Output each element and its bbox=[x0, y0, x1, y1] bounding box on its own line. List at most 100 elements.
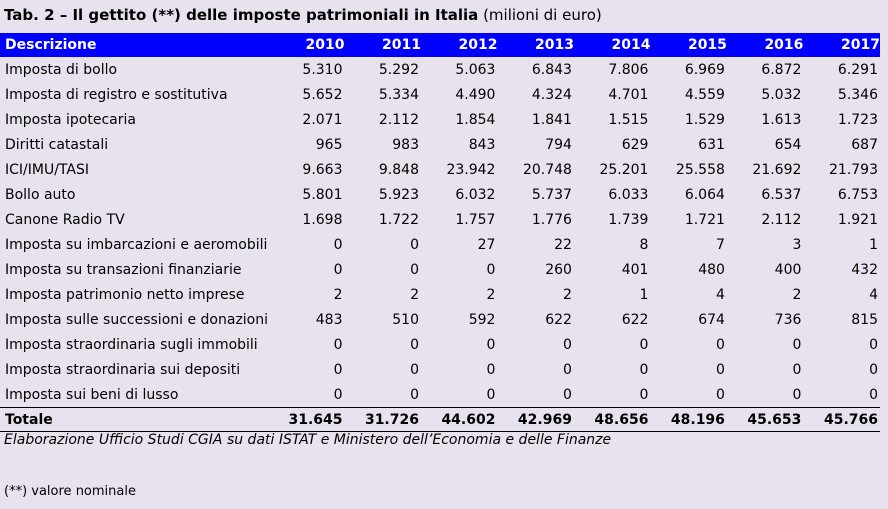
row-value: 687 bbox=[851, 136, 878, 153]
row-value: 7 bbox=[716, 236, 725, 253]
row-value: 0 bbox=[792, 386, 802, 403]
row-label: Imposta sulle successioni e donazioni bbox=[5, 311, 269, 328]
row-label: Imposta su imbarcazioni e aeromobili bbox=[5, 236, 268, 253]
row-value: 736 bbox=[774, 311, 802, 328]
row-value: 0 bbox=[333, 236, 343, 253]
row-value: 629 bbox=[621, 136, 649, 153]
row-value: 815 bbox=[851, 311, 878, 328]
row-value: 510 bbox=[392, 311, 419, 328]
row-label: Imposta di bollo bbox=[5, 61, 118, 78]
total-row: Totale 31.645 31.726 44.602 42.969 48.656 48.1… bbox=[0, 407, 880, 432]
row-value: 6.969 bbox=[684, 61, 725, 78]
row-value: 1.921 bbox=[837, 211, 878, 228]
row-value: 0 bbox=[333, 261, 343, 278]
row-value: 965 bbox=[315, 136, 343, 153]
table-row: Imposta di registro e sostitutiva 5.652 5.… bbox=[0, 82, 880, 107]
row-value: 5.032 bbox=[761, 86, 802, 103]
row-value: 1 bbox=[639, 286, 649, 303]
row-value: 2 bbox=[486, 286, 496, 303]
row-value: 0 bbox=[563, 386, 572, 403]
row-value: 2 bbox=[792, 286, 802, 303]
row-label: ICI/IMU/TASI bbox=[5, 161, 89, 178]
row-value: 5.334 bbox=[378, 86, 419, 103]
row-value: 432 bbox=[851, 261, 878, 278]
row-value: 843 bbox=[468, 136, 496, 153]
row-value: 0 bbox=[639, 386, 649, 403]
row-value: 1.613 bbox=[761, 111, 802, 128]
row-value: 1.529 bbox=[684, 111, 725, 128]
table-row: Bollo auto 5.801 5.923 6.032 5.737 6.033 6.064… bbox=[0, 182, 880, 207]
row-value: 2.112 bbox=[378, 111, 419, 128]
row-value: 0 bbox=[563, 361, 572, 378]
table-title-main: Tab. 2 – Il gettito (**) delle imposte p… bbox=[4, 6, 479, 24]
row-value: 0 bbox=[486, 336, 496, 353]
table-row: Imposta straordinaria sui depositi 0 0 0 0 0 0… bbox=[0, 357, 880, 382]
row-label: Imposta su transazioni finanziarie bbox=[5, 261, 242, 278]
row-label: Imposta di registro e sostitutiva bbox=[5, 86, 228, 103]
row-value: 9.848 bbox=[378, 161, 419, 178]
row-value: 21.793 bbox=[829, 161, 878, 178]
row-value: 0 bbox=[639, 336, 649, 353]
row-value: 480 bbox=[698, 261, 725, 278]
row-value: 0 bbox=[410, 361, 419, 378]
row-value: 1.723 bbox=[837, 111, 878, 128]
row-value: 6.291 bbox=[837, 61, 878, 78]
row-label: Imposta patrimonio netto imprese bbox=[5, 286, 245, 303]
row-value: 0 bbox=[716, 386, 725, 403]
row-value: 0 bbox=[869, 386, 878, 403]
row-value: 22 bbox=[554, 236, 572, 253]
row-label: Imposta sui beni di lusso bbox=[5, 386, 179, 403]
row-value: 622 bbox=[621, 311, 649, 328]
row-value: 6.843 bbox=[531, 61, 572, 78]
header-year: 2013 bbox=[534, 37, 574, 53]
row-value: 4.701 bbox=[608, 86, 649, 103]
row-label: Imposta ipotecaria bbox=[5, 111, 136, 128]
row-value: 6.753 bbox=[837, 186, 878, 203]
row-value: 1.841 bbox=[531, 111, 572, 128]
total-value: 45.653 bbox=[726, 407, 804, 432]
header-year: 2010 bbox=[305, 37, 345, 53]
header-year: 2011 bbox=[382, 37, 421, 53]
row-value: 260 bbox=[545, 261, 572, 278]
row-value: 4 bbox=[716, 286, 725, 303]
row-value: 0 bbox=[333, 336, 343, 353]
row-value: 6.537 bbox=[761, 186, 802, 203]
row-label: Diritti catastali bbox=[5, 136, 109, 153]
table-title: Tab. 2 – Il gettito (**) delle imposte p… bbox=[4, 6, 602, 24]
table-title-unit: (milioni di euro) bbox=[483, 6, 602, 24]
source-note: Elaborazione Ufficio Studi CGIA su dati … bbox=[4, 432, 612, 448]
row-value: 1 bbox=[869, 236, 878, 253]
header-year: 2016 bbox=[764, 37, 804, 53]
row-value: 6.872 bbox=[761, 61, 802, 78]
row-value: 4.324 bbox=[531, 86, 572, 103]
table-row: Imposta sui beni di lusso 0 0 0 0 0 0 0 0 bbox=[0, 382, 880, 408]
row-value: 9.663 bbox=[302, 161, 343, 178]
row-value: 0 bbox=[410, 236, 419, 253]
row-value: 1.721 bbox=[684, 211, 725, 228]
row-label: Bollo auto bbox=[5, 186, 76, 203]
row-value: 1.698 bbox=[302, 211, 343, 228]
row-value: 0 bbox=[563, 336, 572, 353]
row-value: 1.722 bbox=[378, 211, 419, 228]
row-value: 25.558 bbox=[675, 161, 725, 178]
header-year: 2015 bbox=[687, 37, 727, 53]
row-value: 1.515 bbox=[608, 111, 649, 128]
table-row: Imposta di bollo 5.310 5.292 5.063 6.843 7.80… bbox=[0, 57, 880, 82]
row-value: 5.310 bbox=[302, 61, 343, 78]
row-value: 2.071 bbox=[302, 111, 343, 128]
row-value: 21.692 bbox=[752, 161, 802, 178]
row-value: 2.112 bbox=[761, 211, 802, 228]
row-value: 0 bbox=[333, 361, 343, 378]
table-row: Imposta patrimonio netto imprese 2 2 2 2 1 4 2 4 bbox=[0, 282, 880, 307]
table-row: Imposta su transazioni finanziarie 0 0 0 260… bbox=[0, 257, 880, 282]
row-value: 0 bbox=[792, 361, 802, 378]
row-value: 23.942 bbox=[446, 161, 496, 178]
row-value: 0 bbox=[333, 386, 343, 403]
row-value: 7.806 bbox=[608, 61, 649, 78]
row-value: 5.346 bbox=[837, 86, 878, 103]
row-value: 2 bbox=[333, 286, 343, 303]
row-value: 1.854 bbox=[455, 111, 496, 128]
row-value: 0 bbox=[410, 386, 419, 403]
row-value: 8 bbox=[639, 236, 649, 253]
total-value: 44.602 bbox=[420, 407, 498, 432]
